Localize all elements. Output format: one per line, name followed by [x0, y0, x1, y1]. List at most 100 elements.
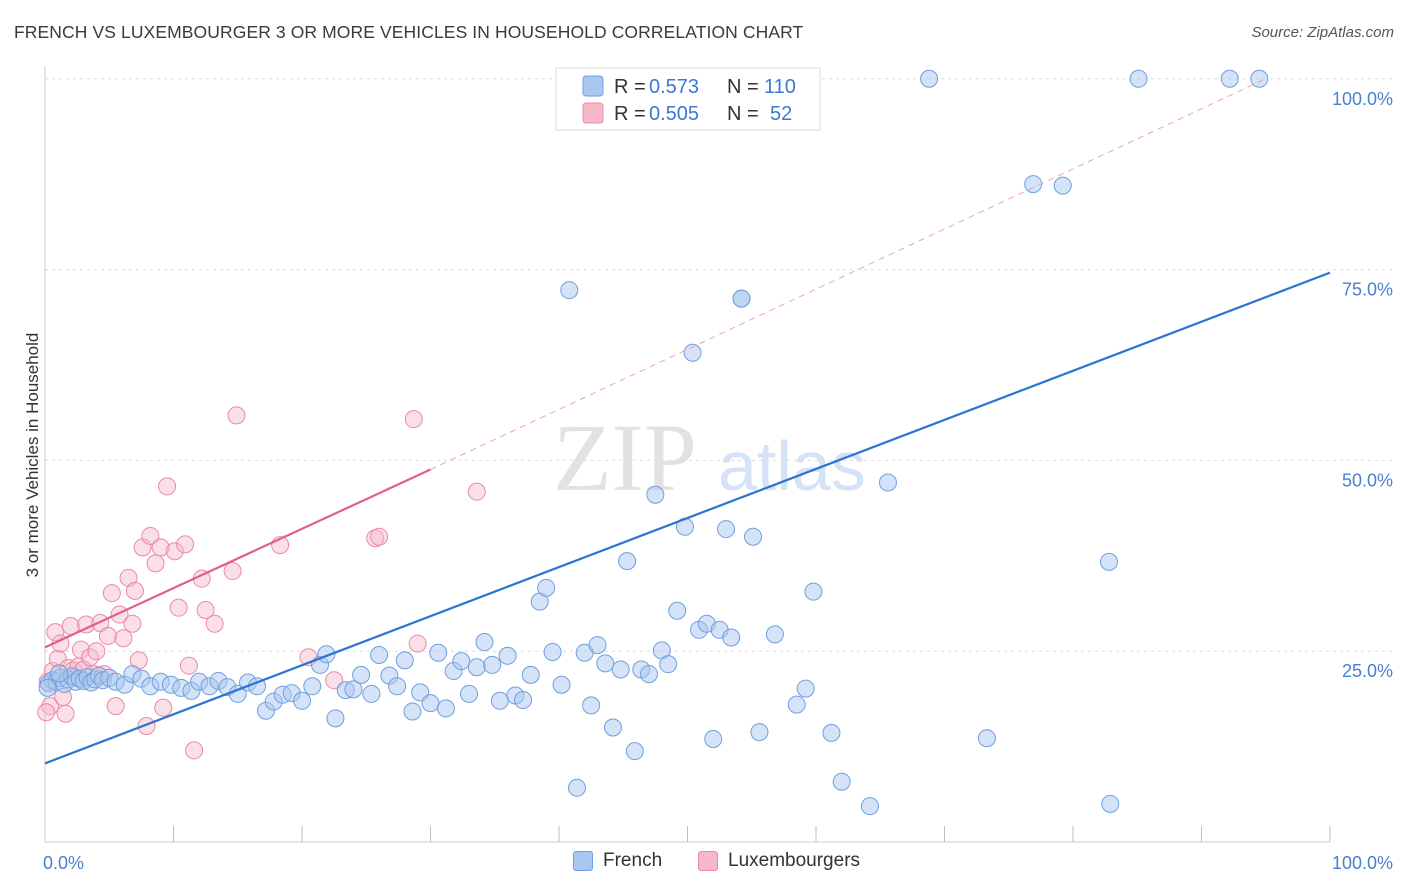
french-point [567, 778, 586, 797]
lux-point [123, 614, 142, 633]
lux-point [408, 634, 427, 653]
french-point [436, 699, 455, 718]
lux-point [37, 703, 56, 722]
bottom-legend: French Luxembourgers [0, 850, 1406, 880]
tick-labels: 25.0% 50.0% 75.0% 100.0% 0.0% 100.0% [43, 89, 1393, 873]
french-point [659, 655, 678, 674]
legend-french-r-value: 0.573 [649, 76, 699, 98]
y-tick-label: 100.0% [1332, 89, 1393, 109]
french-point [1129, 69, 1148, 88]
french-point [1101, 794, 1120, 813]
legend-french-r-label: R = [614, 76, 646, 98]
french-point [668, 601, 687, 620]
french-point [50, 664, 69, 683]
lux-point [223, 562, 242, 581]
lux-swatch [698, 851, 718, 871]
lux-point [404, 410, 423, 429]
french-swatch [573, 851, 593, 871]
x-tick-label-max: 100.0% [1332, 853, 1393, 873]
french-point [303, 677, 322, 696]
french-point [537, 578, 556, 597]
legend-lux-n-value: 52 [770, 103, 792, 125]
lux-point [158, 477, 177, 496]
french-point [421, 694, 440, 713]
lux-point [46, 623, 65, 642]
legend-french-n-label: N = [727, 76, 759, 98]
french-point [370, 646, 389, 665]
french-point [1099, 552, 1118, 571]
french-point [429, 643, 448, 662]
y-tick-label: 50.0% [1342, 470, 1393, 490]
lux-point [196, 600, 215, 619]
bottom-legend-french: French [573, 850, 662, 872]
watermark-zip: ZIP [553, 404, 697, 511]
french-point [326, 709, 345, 728]
lux-point [169, 598, 188, 617]
lux-point [56, 704, 75, 723]
source-credit: Source: ZipAtlas.com [1251, 24, 1394, 41]
french-point [822, 723, 841, 742]
lux-point [151, 538, 170, 557]
legend-french-swatch [582, 75, 604, 97]
french-point [514, 691, 533, 710]
lux-point [87, 642, 106, 661]
legend-lux-n-label: N = [727, 103, 759, 125]
lux-trend-line [44, 468, 431, 649]
french-point [560, 281, 579, 300]
y-tick-label: 25.0% [1342, 661, 1393, 681]
chart-title: FRENCH VS LUXEMBOURGER 3 OR MORE VEHICLE… [14, 22, 804, 42]
y-tick-label: 75.0% [1342, 280, 1393, 300]
french-trend-line [44, 271, 1331, 765]
french-point [552, 675, 571, 694]
lux-point [205, 614, 224, 633]
french-point [977, 729, 996, 748]
lux-point [125, 581, 144, 600]
french-point [498, 646, 517, 665]
lux-point [154, 698, 173, 717]
french-point [832, 772, 851, 791]
legend-lux-r-value: 0.505 [649, 103, 699, 125]
lux-point [114, 629, 133, 648]
french-point [293, 691, 311, 710]
french-point [920, 69, 939, 88]
french-point [1053, 176, 1072, 195]
lux-point [185, 741, 204, 760]
y-axis-label: 3 or more Vehicles in Household [23, 333, 42, 578]
lux-point [325, 671, 344, 690]
french-point [744, 527, 763, 546]
french-point [683, 343, 702, 362]
french-point [750, 723, 769, 742]
lux-point [98, 626, 117, 645]
bottom-legend-french-label: French [603, 850, 663, 871]
french-point [352, 665, 371, 684]
french-point [732, 289, 751, 308]
gridlines [45, 78, 1395, 652]
french-point [704, 729, 723, 748]
lux-point [176, 535, 195, 554]
french-point [543, 642, 562, 661]
french-point [804, 582, 823, 601]
trend-lines [44, 78, 1331, 765]
french-point [395, 651, 414, 670]
french-point [467, 658, 486, 677]
french-point [787, 695, 806, 714]
french-point [878, 473, 897, 492]
french-point [860, 797, 879, 816]
french-point [603, 718, 622, 737]
french-point [765, 625, 784, 644]
lux-point [165, 542, 184, 561]
french-point [596, 654, 615, 673]
bottom-legend-lux: Luxembourgers [698, 850, 860, 872]
french-point [38, 678, 57, 697]
french-point [452, 652, 471, 671]
french-point [639, 665, 658, 684]
french-point [722, 628, 741, 647]
french-point [796, 679, 815, 698]
legend-lux-swatch [582, 102, 604, 124]
french-point [646, 485, 665, 504]
bottom-legend-lux-label: Luxembourgers [728, 850, 861, 871]
french-point [625, 742, 644, 761]
french-point [1024, 175, 1043, 194]
french-point [611, 660, 630, 679]
